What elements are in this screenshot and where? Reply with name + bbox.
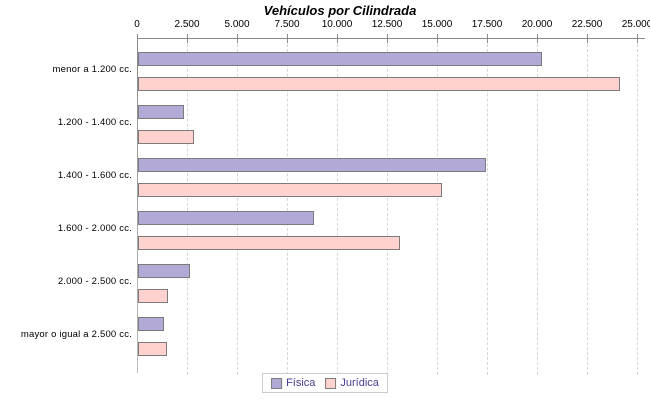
- gridline: [337, 39, 338, 375]
- bar-fisica: [138, 52, 542, 66]
- legend-item: Jurídica: [325, 377, 379, 389]
- x-tick-mark: [587, 34, 588, 43]
- legend-swatch-icon: [271, 377, 283, 389]
- x-tick-label: 0: [134, 19, 140, 30]
- y-axis-line: [137, 38, 138, 373]
- bar-juridica: [138, 289, 168, 303]
- legend-swatch-icon: [325, 377, 337, 389]
- legend: Física Jurídica: [262, 373, 388, 393]
- legend-item: Física: [271, 377, 315, 389]
- gridline: [187, 39, 188, 375]
- legend-label: Jurídica: [340, 377, 379, 389]
- gridline: [587, 39, 588, 375]
- x-tick-label: 5.000: [224, 19, 250, 30]
- category-label: 2.000 - 2.500 cc.: [57, 276, 132, 287]
- bar-juridica: [138, 236, 400, 250]
- x-tick-label: 2.500: [174, 19, 200, 30]
- category-label: mayor o igual a 2.500 cc.: [20, 329, 132, 340]
- x-tick-mark: [637, 34, 638, 43]
- category-label: 1.600 - 2.000 cc.: [57, 223, 132, 234]
- x-tick-label: 20.000: [521, 19, 553, 30]
- x-tick-label: 25.000: [621, 19, 650, 30]
- gridline: [287, 39, 288, 375]
- category-label: 1.200 - 1.400 cc.: [57, 117, 132, 128]
- gridline: [537, 39, 538, 375]
- bar-juridica: [138, 342, 167, 356]
- gridline: [387, 39, 388, 375]
- chart-title: Vehículos por Cilindrada: [263, 3, 417, 18]
- x-tick-label: 22.500: [571, 19, 603, 30]
- x-tick-label: 12.500: [371, 19, 403, 30]
- x-axis-line: [137, 38, 645, 39]
- x-tick-mark: [287, 34, 288, 43]
- x-tick-mark: [387, 34, 388, 43]
- bar-fisica: [138, 105, 184, 119]
- x-tick-mark: [537, 34, 538, 43]
- gridline: [637, 39, 638, 375]
- gridline: [437, 39, 438, 375]
- x-tick-label: 7.500: [274, 19, 300, 30]
- x-tick-label: 15.000: [421, 19, 453, 30]
- bar-fisica: [138, 317, 164, 331]
- bar-fisica: [138, 211, 314, 225]
- x-tick-label: 10.000: [321, 19, 353, 30]
- category-label: 1.400 - 1.600 cc.: [57, 170, 132, 181]
- x-tick-label: 17.500: [471, 19, 503, 30]
- bar-juridica: [138, 130, 194, 144]
- x-tick-mark: [487, 34, 488, 43]
- bar-juridica: [138, 183, 442, 197]
- bar-juridica: [138, 77, 620, 91]
- category-label: menor a 1.200 cc.: [52, 64, 132, 75]
- gridline: [487, 39, 488, 375]
- x-tick-mark: [437, 34, 438, 43]
- x-tick-mark: [237, 34, 238, 43]
- bar-fisica: [138, 264, 190, 278]
- gridline: [237, 39, 238, 375]
- x-tick-mark: [187, 34, 188, 43]
- x-tick-mark: [337, 34, 338, 43]
- legend-label: Física: [286, 377, 316, 389]
- bar-fisica: [138, 158, 486, 172]
- x-tick-mark: [137, 34, 138, 43]
